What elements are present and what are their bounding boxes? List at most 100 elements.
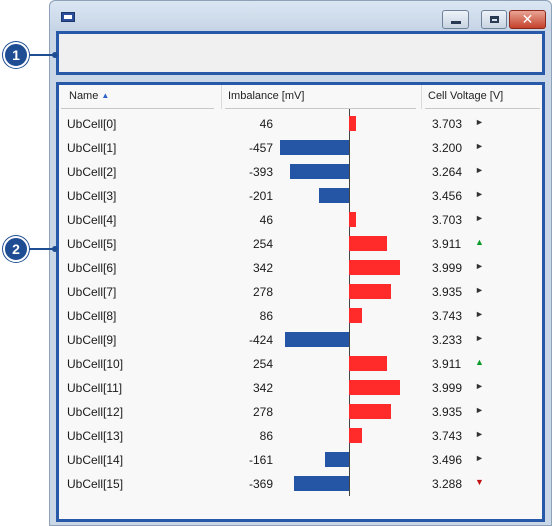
column-separator[interactable] [421,85,422,109]
column-separator[interactable] [221,85,222,109]
trend-flat-icon: ► [475,213,484,223]
cell-name: UbCell[10] [67,357,124,371]
column-header-imbalance[interactable]: Imbalance [mV] [228,90,305,102]
trend-flat-icon: ► [475,381,484,391]
maximize-icon [489,16,499,23]
cell-name: UbCell[14] [67,453,124,467]
imbalance-bar-positive [349,428,362,443]
imbalance-bar-positive [349,356,387,371]
trend-flat-icon: ► [475,141,484,151]
table-row[interactable]: UbCell[12] 278 3.935 ► [59,400,542,424]
imbalance-value: 278 [252,285,273,299]
trend-flat-icon: ► [475,117,484,127]
table-row[interactable]: UbCell[14] -161 3.496 ► [59,448,542,472]
imbalance-value: 342 [252,261,273,275]
cell-voltage-value: 3.935 [432,285,463,299]
header-underline [61,108,214,109]
imbalance-bar-positive [349,260,400,275]
table-row[interactable]: UbCell[3] -201 3.456 ► [59,184,542,208]
cell-name: UbCell[5] [67,237,117,251]
cell-name: UbCell[8] [67,309,117,323]
cell-voltage-value: 3.999 [432,261,463,275]
cell-voltage-value: 3.264 [432,165,463,179]
grid-header: Name ▲ Imbalance [mV] Cell Voltage [V] [59,85,542,109]
trend-flat-icon: ► [475,285,484,295]
cell-voltage-value: 3.911 [432,357,462,371]
trend-flat-icon: ► [475,453,484,463]
table-row[interactable]: UbCell[2] -393 3.264 ► [59,160,542,184]
imbalance-bar-positive [349,284,391,299]
table-row[interactable]: UbCell[15] -369 3.288 ▼ [59,472,542,496]
imbalance-zero-axis [349,109,350,496]
imbalance-value: 86 [259,429,273,443]
cell-voltage-value: 3.743 [432,429,463,443]
cell-voltage-value: 3.288 [432,477,463,491]
cell-name: UbCell[2] [67,165,117,179]
cell-voltage-value: 3.911 [432,237,462,251]
trend-down-icon: ▼ [475,477,484,487]
cell-voltage-value: 3.743 [432,309,463,323]
title-bar[interactable]: ✕ [50,1,551,31]
imbalance-value: 342 [252,381,273,395]
app-icon [61,12,75,22]
cell-name: UbCell[1] [67,141,117,155]
cell-name: UbCell[3] [67,189,117,203]
table-row[interactable]: UbCell[6] 342 3.999 ► [59,256,542,280]
table-row[interactable]: UbCell[0] 46 3.703 ► [59,112,542,136]
table-row[interactable]: UbCell[13] 86 3.743 ► [59,424,542,448]
close-icon: ✕ [521,11,534,28]
imbalance-value: 254 [252,237,273,251]
imbalance-value: 46 [259,117,273,131]
imbalance-bar-positive [349,308,362,323]
imbalance-bar-negative [325,452,349,467]
cell-name: UbCell[7] [67,285,117,299]
cell-voltage-value: 3.200 [432,141,463,155]
trend-flat-icon: ► [475,429,484,439]
cell-voltage-value: 3.456 [432,189,463,203]
table-row[interactable]: UbCell[11] 342 3.999 ► [59,376,542,400]
imbalance-bar-negative [285,332,349,347]
close-button[interactable]: ✕ [509,10,546,29]
header-underline [225,108,416,109]
cell-name: UbCell[13] [67,429,124,443]
imbalance-bar-negative [280,140,349,155]
callout-leader-1 [29,54,53,56]
trend-flat-icon: ► [475,189,484,199]
sort-ascending-icon: ▲ [101,91,110,100]
cell-voltage-value: 3.935 [432,405,463,419]
table-row[interactable]: UbCell[5] 254 3.911 ▲ [59,232,542,256]
column-header-voltage[interactable]: Cell Voltage [V] [428,90,504,102]
callout-leader-dot-2 [52,246,58,252]
trend-flat-icon: ► [475,261,484,271]
cell-name: UbCell[12] [67,405,124,419]
cell-voltage-value: 3.703 [432,213,463,227]
imbalance-value: -161 [248,453,273,467]
table-row[interactable]: UbCell[10] 254 3.911 ▲ [59,352,542,376]
callout-leader-2 [29,248,53,250]
column-header-name[interactable]: Name ▲ [69,90,110,102]
table-row[interactable]: UbCell[9] -424 3.233 ► [59,328,542,352]
imbalance-value: -424 [248,333,273,347]
toolbar-panel [56,31,545,75]
cell-name: UbCell[6] [67,261,117,275]
trend-up-icon: ▲ [475,357,484,367]
cell-voltage-value: 3.999 [432,381,463,395]
imbalance-bar-negative [294,476,349,491]
maximize-button[interactable] [481,10,507,29]
table-row[interactable]: UbCell[4] 46 3.703 ► [59,208,542,232]
trend-flat-icon: ► [475,309,484,319]
table-row[interactable]: UbCell[8] 86 3.743 ► [59,304,542,328]
cell-name: UbCell[0] [67,117,117,131]
imbalance-value: 46 [259,213,273,227]
table-row[interactable]: UbCell[1] -457 3.200 ► [59,136,542,160]
callout-leader-dot-1 [52,52,58,58]
minimize-icon [450,21,461,24]
cell-grid-panel: Name ▲ Imbalance [mV] Cell Voltage [V] Ub… [56,82,545,522]
minimize-button[interactable] [442,10,469,29]
imbalance-value: -457 [248,141,273,155]
trend-flat-icon: ► [475,333,484,343]
imbalance-value: 278 [252,405,273,419]
callout-badge-2: 2 [3,236,29,262]
imbalance-value: -201 [248,189,273,203]
table-row[interactable]: UbCell[7] 278 3.935 ► [59,280,542,304]
